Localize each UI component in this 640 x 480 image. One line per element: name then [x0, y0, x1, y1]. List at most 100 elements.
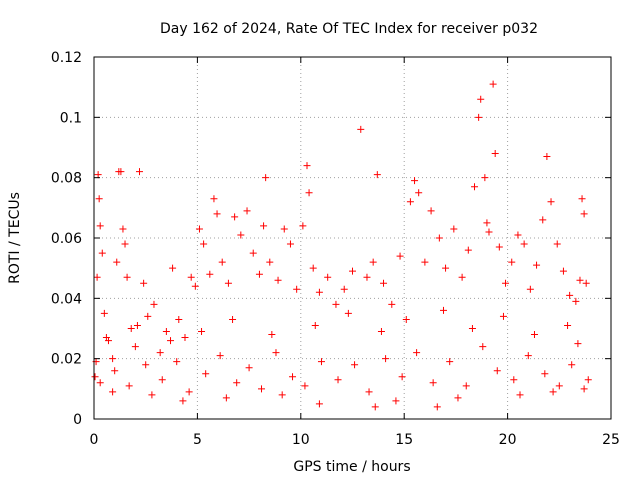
data-point — [158, 376, 166, 384]
data-point — [471, 183, 479, 191]
data-point — [382, 355, 390, 363]
grid-lines — [94, 57, 611, 419]
data-point — [206, 270, 214, 278]
x-tick-label: 25 — [602, 432, 620, 448]
y-tick-label: 0.06 — [51, 231, 82, 247]
data-point — [175, 315, 183, 323]
data-point — [520, 240, 528, 248]
data-point — [349, 267, 356, 275]
data-point — [580, 385, 588, 393]
data-point — [210, 195, 218, 203]
data-point — [572, 297, 580, 305]
data-point — [324, 273, 332, 281]
data-point — [344, 309, 352, 317]
data-point — [332, 300, 340, 308]
data-point — [340, 285, 348, 293]
data-point — [427, 207, 435, 215]
data-point — [365, 388, 373, 396]
data-point — [392, 397, 400, 405]
data-point — [301, 382, 309, 390]
data-point — [549, 388, 557, 396]
data-point — [109, 388, 117, 396]
data-point — [493, 367, 501, 375]
data-point — [317, 358, 325, 366]
data-point — [485, 228, 493, 236]
data-point — [135, 168, 143, 176]
data-point — [483, 219, 491, 227]
data-point — [377, 328, 385, 336]
data-point — [162, 328, 170, 336]
data-point — [286, 240, 294, 248]
data-point — [100, 309, 108, 317]
data-point — [102, 334, 110, 342]
data-point — [167, 337, 175, 345]
data-point — [173, 358, 181, 366]
data-point — [468, 325, 476, 332]
data-point — [421, 258, 429, 266]
data-point — [530, 331, 538, 339]
data-point — [237, 231, 245, 239]
data-points — [91, 80, 592, 411]
data-point — [559, 267, 567, 275]
data-point — [584, 376, 592, 384]
data-point — [216, 352, 224, 360]
x-axis-label: GPS time / hours — [293, 459, 410, 475]
data-point — [258, 385, 266, 393]
data-point — [309, 264, 317, 272]
data-point — [429, 379, 437, 387]
data-point — [272, 349, 280, 357]
data-point — [127, 325, 135, 332]
data-point — [224, 279, 232, 287]
data-point — [131, 343, 139, 351]
data-point — [564, 321, 572, 329]
data-point — [373, 171, 381, 179]
data-point — [514, 231, 522, 239]
data-point — [351, 361, 359, 369]
data-point — [150, 300, 158, 308]
data-point — [117, 168, 125, 176]
data-point — [363, 273, 371, 281]
data-point — [289, 373, 297, 381]
data-point — [268, 331, 276, 339]
data-point — [533, 261, 541, 269]
data-point — [357, 125, 365, 133]
data-point — [516, 391, 524, 399]
data-point — [475, 113, 483, 121]
data-point — [278, 391, 286, 399]
data-point — [499, 312, 507, 320]
data-point — [222, 394, 230, 402]
data-point — [229, 315, 237, 323]
data-point — [576, 276, 584, 284]
data-point — [580, 210, 588, 218]
data-point — [243, 207, 251, 215]
data-point — [119, 225, 127, 233]
data-point — [371, 403, 379, 411]
data-point — [96, 379, 104, 387]
data-point — [315, 400, 323, 408]
data-point — [94, 171, 102, 179]
data-point — [200, 240, 208, 248]
data-point — [541, 370, 549, 378]
data-point — [231, 213, 239, 221]
data-point — [433, 403, 441, 411]
data-point — [454, 394, 462, 402]
data-point — [123, 273, 131, 281]
data-point — [266, 258, 274, 266]
axis-ticks: 0 5 10 15 20 25 0 0.02 0.04 0.06 0.08 0.1 0.12 — [51, 50, 620, 448]
data-point — [481, 174, 489, 182]
data-point — [144, 312, 152, 320]
data-point — [125, 382, 133, 390]
data-point — [464, 246, 472, 254]
y-tick-label: 0.02 — [51, 352, 82, 368]
data-point — [109, 355, 117, 363]
y-tick-label: 0.1 — [60, 110, 82, 126]
data-point — [526, 285, 534, 293]
data-point — [508, 258, 516, 266]
y-tick-label: 0 — [73, 412, 82, 428]
data-point — [442, 264, 450, 272]
x-tick-label: 0 — [90, 432, 99, 448]
data-point — [524, 352, 532, 360]
data-point — [489, 80, 497, 88]
x-tick-label: 10 — [292, 432, 310, 448]
